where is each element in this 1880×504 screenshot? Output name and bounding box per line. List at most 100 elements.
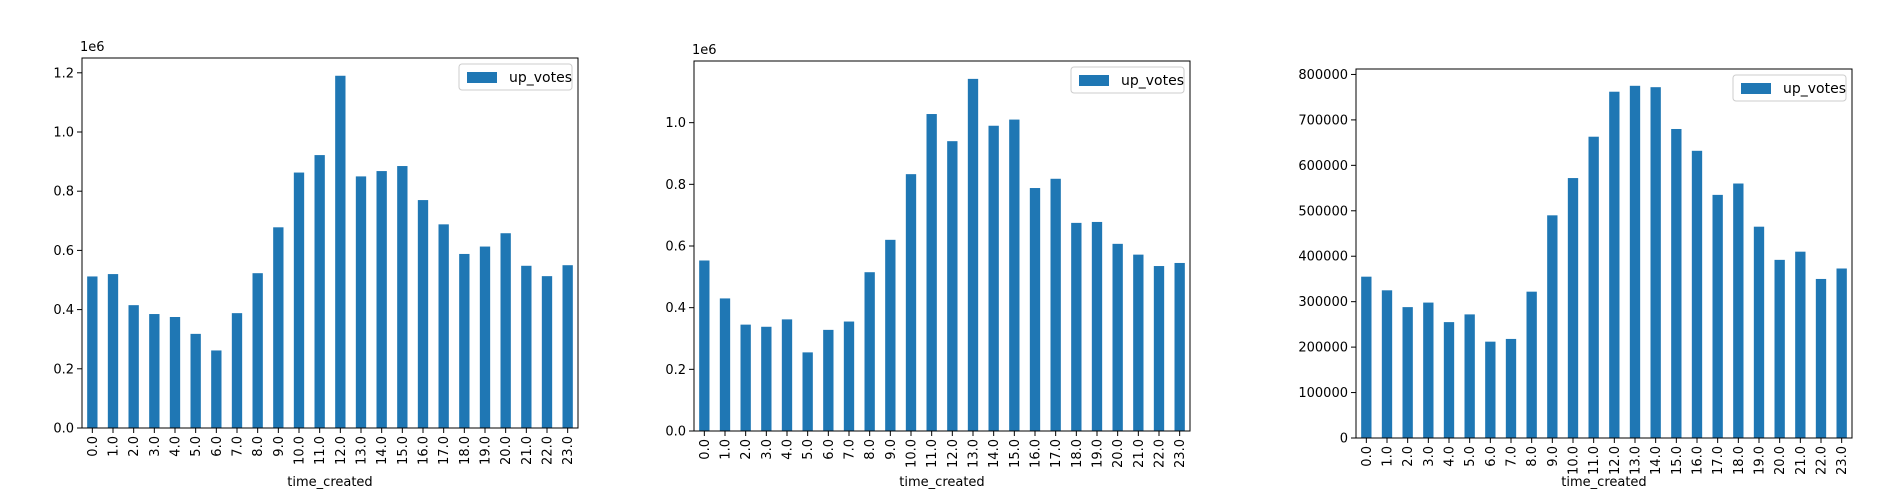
- bar: [1567, 178, 1579, 438]
- bar: [459, 253, 470, 428]
- bar: [1174, 262, 1185, 431]
- x-tick-label: 20.0: [499, 436, 514, 465]
- y-tick-label: 500000: [1298, 204, 1348, 219]
- x-tick-label: 11.0: [1587, 446, 1602, 475]
- legend-swatch: [1079, 75, 1109, 86]
- y-tick-label: 200000: [1298, 341, 1348, 356]
- y-tick-label: 0.4: [665, 301, 686, 316]
- x-tick-label: 13.0: [355, 436, 370, 465]
- bar: [479, 246, 491, 428]
- y-tick-label: 0.4: [53, 303, 74, 318]
- bar: [761, 326, 772, 431]
- bar: [562, 265, 573, 428]
- bar: [988, 125, 999, 431]
- bar: [1402, 307, 1413, 438]
- chart-1: 0.0 0.2 0.4 0.6 0.8 1.0 1.2 1e6 0.0 1.0 2.0 3.0 4.0 5…: [53, 40, 579, 490]
- legend-swatch: [467, 72, 497, 83]
- bar: [967, 78, 979, 431]
- x-tick-label: 12.0: [334, 436, 349, 465]
- bar: [1009, 119, 1020, 431]
- bar: [500, 233, 511, 428]
- x-tick-label: 7.0: [843, 439, 858, 460]
- y-tick-label: 0: [1340, 432, 1348, 447]
- bar: [273, 227, 284, 428]
- x-tick-label: 16.0: [1691, 446, 1706, 475]
- x-tick-label: 19.0: [1753, 446, 1768, 475]
- bar: [740, 324, 751, 432]
- x-tick-label: 16.0: [1029, 439, 1044, 468]
- y-tick-label: 1.0: [665, 116, 686, 131]
- x-tick-label: 12.0: [946, 439, 961, 468]
- bar: [781, 319, 793, 431]
- bar: [823, 329, 834, 431]
- x-tick-label: 6.0: [210, 436, 225, 457]
- bar: [355, 176, 367, 428]
- x-tick-label: 14.0: [987, 439, 1002, 468]
- bar: [905, 174, 917, 431]
- x-tick-label: 21.0: [520, 436, 535, 465]
- x-tick-label: 3.0: [148, 436, 163, 457]
- x-tick-label: 1.0: [719, 439, 734, 460]
- bar: [1795, 251, 1806, 438]
- bar: [438, 224, 449, 428]
- bottom-clip: [0, 490, 1880, 504]
- bar: [1112, 243, 1123, 431]
- bar: [397, 166, 408, 429]
- bar: [719, 298, 731, 431]
- bar: [802, 352, 813, 432]
- x-tick-label: 5.0: [801, 439, 816, 460]
- x-tick-label: 17.0: [1711, 446, 1726, 475]
- y-tick-label: 1.0: [53, 126, 74, 141]
- x-tick-label: 20.0: [1773, 446, 1788, 475]
- bar: [1091, 221, 1103, 431]
- x-tick-label: 0.0: [1360, 446, 1375, 467]
- x-tick-label: 22.0: [1153, 439, 1168, 468]
- x-tick-label: 22.0: [541, 436, 556, 465]
- bar: [107, 274, 119, 428]
- y-offset-label: 1e6: [692, 43, 717, 58]
- legend-label: up_votes: [1121, 73, 1184, 89]
- legend-box: [458, 63, 573, 91]
- x-tick-label: 9.0: [272, 436, 287, 457]
- x-tick-label: 21.0: [1132, 439, 1147, 468]
- x-tick-label: 2.0: [1401, 446, 1416, 467]
- x-tick-label: 9.0: [884, 439, 899, 460]
- x-tick-label: 5.0: [189, 436, 204, 457]
- legend-box: [1070, 66, 1185, 94]
- x-axis-label: time_created: [1561, 475, 1646, 490]
- x-tick-label: 8.0: [863, 439, 878, 460]
- bar: [314, 155, 325, 428]
- x-tick-label: 7.0: [231, 436, 246, 457]
- x-tick-label: 13.0: [1629, 446, 1644, 475]
- x-tick-label: 4.0: [169, 436, 184, 457]
- x-tick-label: 18.0: [1070, 439, 1085, 468]
- chart-3: 0 100000 200000 300000 400000 500000 600000 700…: [1298, 68, 1853, 490]
- x-tick-label: 0.0: [698, 439, 713, 460]
- x-tick-label: 14.0: [375, 436, 390, 465]
- bar: [335, 75, 346, 428]
- x-tick-label: 12.0: [1608, 446, 1623, 475]
- x-tick-label: 8.0: [1525, 446, 1540, 467]
- x-tick-label: 14.0: [1649, 446, 1664, 475]
- y-tick-label: 400000: [1298, 250, 1348, 265]
- x-tick-label: 18.0: [1732, 446, 1747, 475]
- x-tick-label: 1.0: [1381, 446, 1396, 467]
- y-tick-label: 1.2: [53, 66, 74, 81]
- plot-frame: [81, 57, 579, 429]
- x-tick-label: 16.0: [417, 436, 432, 465]
- y-tick-label: 0.8: [53, 185, 74, 200]
- bar: [947, 141, 958, 432]
- x-tick-label: 11.0: [313, 436, 328, 465]
- chart-2: 0.0 0.2 0.4 0.6 0.8 1.0 1e6 0.0 1.0 2.0 3.0 4.0 5.0 6…: [665, 43, 1191, 490]
- y-tick-label: 700000: [1298, 113, 1348, 128]
- x-tick-label: 4.0: [781, 439, 796, 460]
- bar: [699, 260, 710, 431]
- x-tick-label: 6.0: [1484, 446, 1499, 467]
- bar: [376, 171, 387, 428]
- x-tick-label: 9.0: [1546, 446, 1561, 467]
- bar: [1588, 136, 1599, 438]
- x-tick-label: 10.0: [1567, 446, 1582, 475]
- x-tick-label: 8.0: [251, 436, 266, 457]
- x-tick-label: 23.0: [1173, 439, 1188, 468]
